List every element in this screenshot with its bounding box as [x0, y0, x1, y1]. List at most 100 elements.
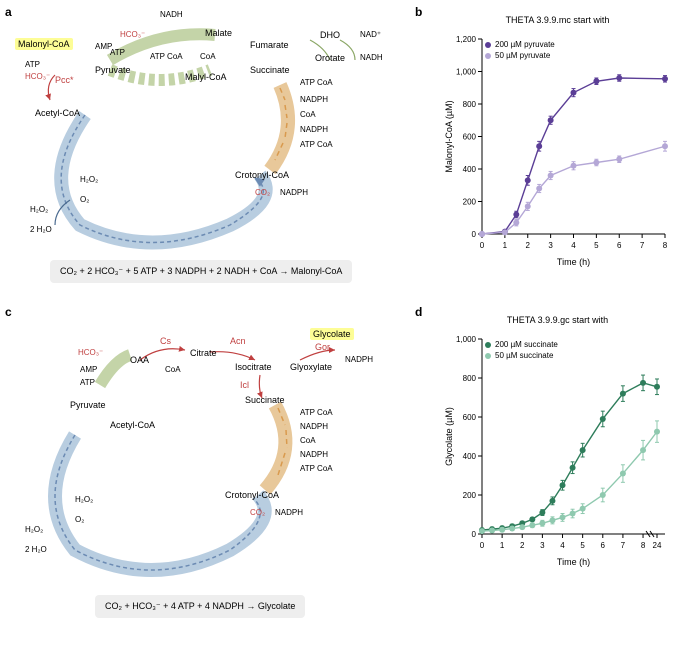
- svg-text:800: 800: [463, 100, 477, 109]
- atpcoa-c2: ATP CoA: [300, 464, 333, 473]
- legend-b-0: 200 µM pyruvate: [485, 40, 555, 49]
- gor-enzyme: Gor: [315, 342, 330, 352]
- svg-text:6: 6: [617, 241, 622, 250]
- svg-text:7: 7: [621, 541, 626, 550]
- malonyl-coa-product: Malonyl-CoA: [15, 38, 73, 50]
- legend-dot-icon: [485, 342, 491, 348]
- atpcoa-c1: ATP CoA: [300, 408, 333, 417]
- nadh-right: NADH: [360, 53, 383, 62]
- svg-text:24: 24: [653, 541, 662, 550]
- pyruvate: Pyruvate: [95, 65, 131, 75]
- nad-plus: NAD⁺: [360, 30, 381, 39]
- legend-b-1-label: 50 µM pyruvate: [495, 51, 550, 60]
- crotonyl-coa-c: Crotonyl-CoA: [225, 490, 279, 500]
- svg-text:400: 400: [463, 452, 477, 461]
- legend-d-0-label: 200 µM succinate: [495, 340, 558, 349]
- fumarate: Fumarate: [250, 40, 289, 50]
- panel-c-equation: CO₂ + HCO₃⁻ + 4 ATP + 4 NADPH → Glycolat…: [95, 595, 305, 618]
- nadh-top: NADH: [160, 10, 183, 19]
- nadph-c-btm: NADPH: [275, 508, 303, 517]
- coa-top: CoA: [200, 52, 216, 61]
- svg-text:Glycolate (µM): Glycolate (µM): [444, 407, 454, 466]
- legend-d-1-label: 50 µM succinate: [495, 351, 553, 360]
- svg-text:600: 600: [463, 413, 477, 422]
- legend-dot-icon: [485, 42, 491, 48]
- svg-text:5: 5: [594, 241, 599, 250]
- svg-text:Malonyl-CoA (µM): Malonyl-CoA (µM): [444, 100, 454, 172]
- svg-text:3: 3: [540, 541, 545, 550]
- panel-d-legend: 200 µM succinate 50 µM succinate: [485, 340, 558, 362]
- svg-text:6: 6: [601, 541, 606, 550]
- svg-text:0: 0: [480, 541, 485, 550]
- h2o2-2: H₂O₂: [30, 205, 48, 214]
- legend-dot-icon: [485, 53, 491, 59]
- succinate: Succinate: [250, 65, 290, 75]
- svg-text:200: 200: [463, 491, 477, 500]
- co2-label: CO₂: [255, 188, 270, 197]
- svg-text:200: 200: [463, 198, 477, 207]
- svg-text:2: 2: [520, 541, 525, 550]
- panel-c-diagram: Glycolate HCO₃⁻ AMP ATP OAA Pyruvate Ace…: [0, 300, 410, 643]
- acetyl-coa-c: Acetyl-CoA: [110, 420, 155, 430]
- hco3-top: HCO₃⁻: [120, 30, 145, 39]
- h2o2-1: H₂O₂: [80, 175, 98, 184]
- atp-label: ATP: [25, 60, 40, 69]
- svg-text:0: 0: [472, 530, 477, 539]
- legend-b-0-label: 200 µM pyruvate: [495, 40, 555, 49]
- h2o2-c1: H₂O₂: [75, 495, 93, 504]
- svg-text:0: 0: [480, 241, 485, 250]
- nadph-r1: NADPH: [300, 95, 328, 104]
- figure-grid: a Malonyl-CoA ATP HCO₃⁻ Pcc* Acetyl-CoA: [0, 0, 685, 643]
- hco3-c: HCO₃⁻: [78, 348, 103, 357]
- nadph-bottom: NADPH: [280, 188, 308, 197]
- svg-text:Time (h): Time (h): [557, 557, 590, 567]
- panel-d-title: THETA 3.9.9.gc start with: [440, 315, 675, 325]
- acetyl-coa: Acetyl-CoA: [35, 108, 80, 118]
- h2o-c: 2 H₂O: [25, 545, 47, 554]
- svg-text:8: 8: [663, 241, 668, 250]
- oaa: OAA: [130, 355, 149, 365]
- amp-top: AMP: [95, 42, 112, 51]
- isocitrate: Isocitrate: [235, 362, 272, 372]
- atpcoa-r1: ATP CoA: [300, 78, 333, 87]
- hco3-label-1: HCO₃⁻: [25, 72, 50, 81]
- co2-c: CO₂: [250, 508, 265, 517]
- panel-a-equation: CO₂ + 2 HCO₃⁻ + 5 ATP + 3 NADPH + 2 NADH…: [50, 260, 352, 283]
- coa-r1: CoA: [300, 110, 316, 119]
- svg-text:4: 4: [571, 241, 576, 250]
- nadph-c1: NADPH: [300, 422, 328, 431]
- svg-text:1,000: 1,000: [456, 335, 477, 344]
- o2: O₂: [80, 195, 89, 204]
- svg-text:2: 2: [526, 241, 531, 250]
- panel-d-svg: 02004006008001,00001234567824Time (h)Gly…: [440, 329, 675, 569]
- citrate: Citrate: [190, 348, 217, 358]
- svg-text:7: 7: [640, 241, 645, 250]
- legend-b-1: 50 µM pyruvate: [485, 51, 555, 60]
- svg-text:4: 4: [560, 541, 565, 550]
- cs-enzyme: Cs: [160, 336, 171, 346]
- svg-text:1: 1: [500, 541, 505, 550]
- svg-text:Time (h): Time (h): [557, 257, 590, 267]
- malyl-coa: Malyl-CoA: [185, 72, 227, 82]
- h2o2-c2: H₂O₂: [25, 525, 43, 534]
- nadph-gor: NADPH: [345, 355, 373, 364]
- atp-c: ATP: [80, 378, 95, 387]
- coa-c: CoA: [165, 365, 181, 374]
- pyruvate-c: Pyruvate: [70, 400, 106, 410]
- legend-d-1: 50 µM succinate: [485, 351, 558, 360]
- malate: Malate: [205, 28, 232, 38]
- succinate-c: Succinate: [245, 395, 285, 405]
- panel-b-chart: THETA 3.9.9.mc start with 02004006008001…: [410, 0, 685, 279]
- svg-text:3: 3: [548, 241, 553, 250]
- atpcoa-top: ATP CoA: [150, 52, 183, 61]
- svg-text:1: 1: [503, 241, 508, 250]
- svg-text:800: 800: [463, 374, 477, 383]
- nadph-c2: NADPH: [300, 450, 328, 459]
- panel-a-diagram: Malonyl-CoA ATP HCO₃⁻ Pcc* Acetyl-CoA Py…: [0, 0, 410, 300]
- orotate: Orotate: [315, 53, 345, 63]
- dho: DHO: [320, 30, 340, 40]
- acn-enzyme: Acn: [230, 336, 246, 346]
- icl-enzyme: Icl: [240, 380, 249, 390]
- pcc-enzyme: Pcc*: [55, 75, 74, 85]
- panel-b: b THETA 3.9.9.mc start with 020040060080…: [410, 0, 685, 300]
